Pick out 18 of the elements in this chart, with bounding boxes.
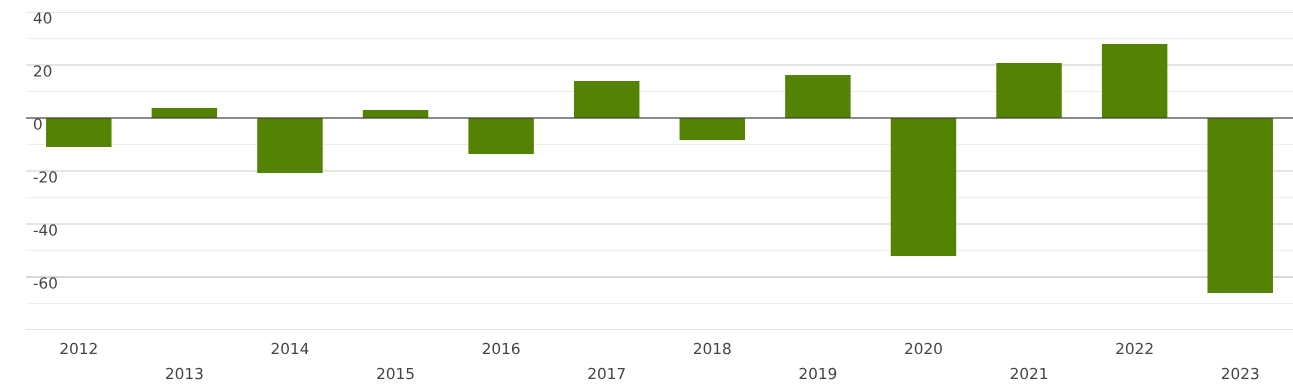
x-tick-label: 2016 [482,342,520,355]
x-tick-label: 2012 [60,342,97,355]
y-tick-label: -20 [33,171,57,183]
x-tick-label: 2013 [166,367,203,380]
x-tick-label: 2020 [905,342,942,355]
y-tick-label: -60 [33,277,57,289]
x-tick-label: 2017 [588,367,625,380]
y-tick-label: -40 [33,224,57,236]
x-tick-label: 2014 [271,342,309,355]
x-tick-label: 2021 [1010,367,1048,380]
y-tick-label: 20 [34,65,52,77]
x-tick-label: 2023 [1221,367,1259,380]
x-tick-label: 2018 [693,342,731,355]
y-tick-label: 40 [33,12,52,24]
y-tick-label: 0 [33,118,42,130]
x-tick-label: 2019 [799,367,837,380]
x-tick-label: 2022 [1116,342,1153,355]
x-tick-label: 2015 [377,367,414,380]
